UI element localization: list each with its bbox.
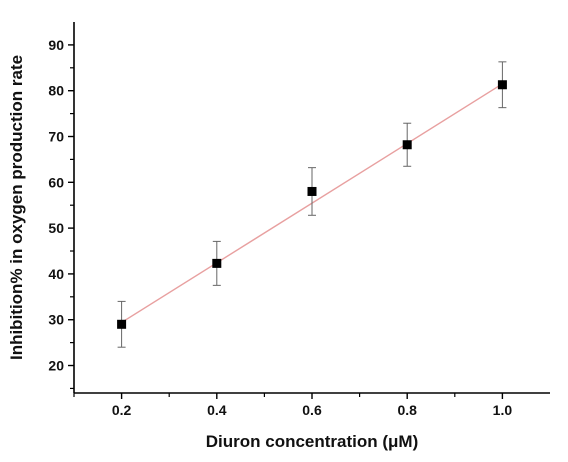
y-tick-label: 20: [48, 358, 64, 374]
x-tick-label: 0.2: [112, 402, 132, 418]
x-axis-title: Diuron concentration (μM): [206, 432, 419, 451]
y-axis-title: Inhibition% in oxygen production rate: [7, 55, 26, 360]
y-tick-label: 80: [48, 83, 64, 99]
y-tick-label: 40: [48, 266, 64, 282]
data-point: [117, 319, 127, 329]
y-tick-label: 50: [48, 220, 64, 236]
axes: 0.2 0.4 0.6 0.8 1.0 20 30 40 50 60 70 80 90: [48, 22, 550, 418]
data-point: [212, 258, 222, 268]
data-point: [402, 140, 412, 150]
x-tick-label: 0.6: [302, 402, 322, 418]
y-tick-label: 30: [48, 312, 64, 328]
y-tick-label: 70: [48, 129, 64, 145]
data-point: [307, 186, 317, 196]
data-point: [497, 80, 507, 90]
data-layer: [117, 61, 507, 348]
x-tick-label: 0.8: [397, 402, 417, 418]
y-tick-label: 90: [48, 37, 64, 53]
x-tick-label: 0.4: [207, 402, 227, 418]
x-tick-label: 1.0: [493, 402, 513, 418]
y-tick-label: 60: [48, 174, 64, 190]
